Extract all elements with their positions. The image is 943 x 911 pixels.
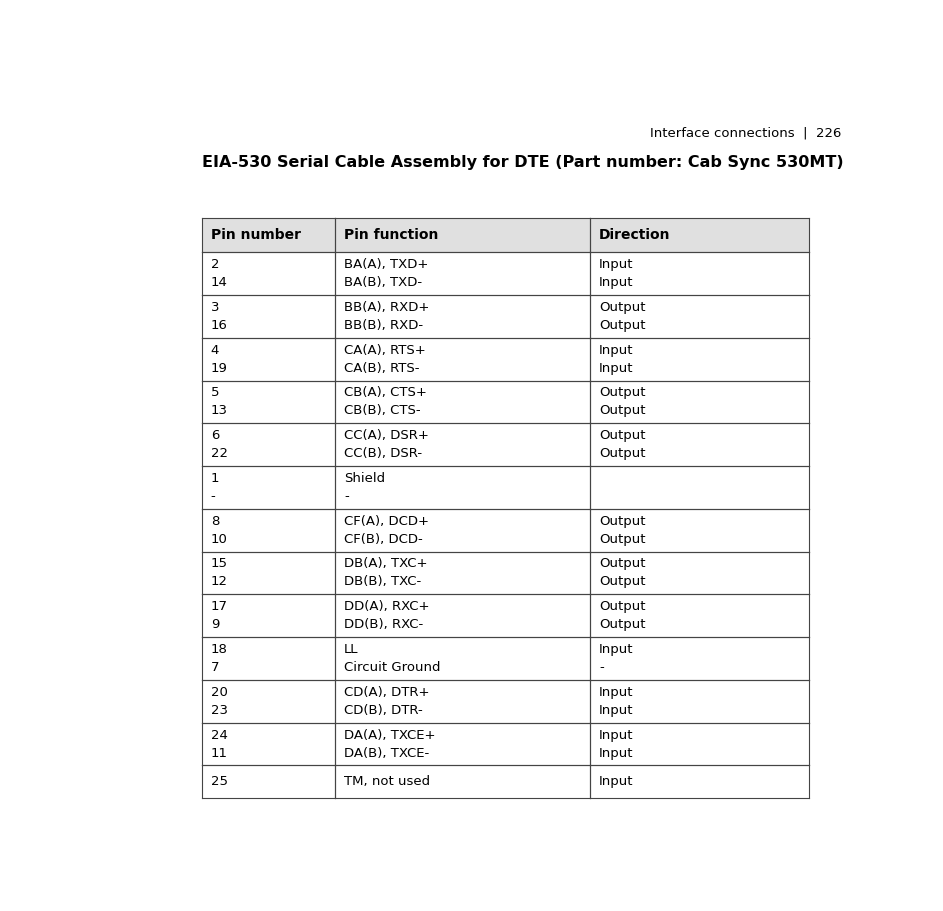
Text: 20
23: 20 23 [210, 686, 227, 717]
Bar [590, 424, 808, 466]
Text: Output
Output: Output Output [599, 386, 645, 417]
Text: Output
Output: Output Output [599, 600, 645, 631]
Text: 4
19: 4 19 [210, 343, 227, 374]
Text: 5
13: 5 13 [210, 386, 227, 417]
Text: LL
Circuit Ground: LL Circuit Ground [344, 643, 440, 674]
Bar [336, 509, 590, 551]
Text: 1
-: 1 - [210, 472, 219, 503]
Text: CD(A), DTR+
CD(B), DTR-: CD(A), DTR+ CD(B), DTR- [344, 686, 430, 717]
Text: 8
10: 8 10 [210, 515, 227, 546]
Text: 15
12: 15 12 [210, 558, 227, 589]
Bar [202, 680, 336, 722]
Text: 17
9: 17 9 [210, 600, 227, 631]
Bar [336, 680, 590, 722]
Text: Input
Input: Input Input [599, 686, 634, 717]
Text: Input
-: Input - [599, 643, 634, 674]
Text: Output
Output: Output Output [599, 515, 645, 546]
Bar [336, 765, 590, 798]
Bar [590, 637, 808, 680]
Bar [202, 594, 336, 637]
Bar [202, 218, 336, 252]
Bar [590, 381, 808, 424]
Text: Pin number: Pin number [210, 228, 301, 242]
Text: EIA-530 Serial Cable Assembly for DTE (Part number: Cab Sync 530MT): EIA-530 Serial Cable Assembly for DTE (P… [202, 155, 844, 170]
Bar [202, 765, 336, 798]
Text: CB(A), CTS+
CB(B), CTS-: CB(A), CTS+ CB(B), CTS- [344, 386, 427, 417]
Bar [336, 295, 590, 338]
Bar [336, 252, 590, 295]
Bar [590, 509, 808, 551]
Text: Output
Output: Output Output [599, 429, 645, 460]
Bar [590, 722, 808, 765]
Bar [202, 466, 336, 509]
Text: Direction: Direction [599, 228, 670, 242]
Text: 6
22: 6 22 [210, 429, 227, 460]
Text: Input
Input: Input Input [599, 729, 634, 760]
Bar [590, 338, 808, 381]
Text: CA(A), RTS+
CA(B), RTS-: CA(A), RTS+ CA(B), RTS- [344, 343, 426, 374]
Bar [590, 765, 808, 798]
Bar [202, 551, 336, 594]
Text: BA(A), TXD+
BA(B), TXD-: BA(A), TXD+ BA(B), TXD- [344, 258, 428, 289]
Text: 3
16: 3 16 [210, 301, 227, 332]
Text: 2
14: 2 14 [210, 258, 227, 289]
Bar [202, 381, 336, 424]
Text: DD(A), RXC+
DD(B), RXC-: DD(A), RXC+ DD(B), RXC- [344, 600, 430, 631]
Text: DA(A), TXCE+
DA(B), TXCE-: DA(A), TXCE+ DA(B), TXCE- [344, 729, 436, 760]
Text: Input: Input [599, 775, 634, 788]
Bar [202, 252, 336, 295]
Text: CC(A), DSR+
CC(B), DSR-: CC(A), DSR+ CC(B), DSR- [344, 429, 429, 460]
Bar [336, 338, 590, 381]
Bar [590, 594, 808, 637]
Bar [336, 424, 590, 466]
Bar [202, 722, 336, 765]
Bar [202, 295, 336, 338]
Text: 18
7: 18 7 [210, 643, 227, 674]
Text: Interface connections  |  226: Interface connections | 226 [650, 127, 841, 140]
Bar [202, 424, 336, 466]
Bar [336, 218, 590, 252]
Text: Input
Input: Input Input [599, 258, 634, 289]
Text: 25: 25 [210, 775, 227, 788]
Bar [590, 218, 808, 252]
Bar [336, 722, 590, 765]
Bar [336, 466, 590, 509]
Bar [590, 680, 808, 722]
Bar [202, 509, 336, 551]
Text: Shield
-: Shield - [344, 472, 386, 503]
Bar [590, 252, 808, 295]
Text: TM, not used: TM, not used [344, 775, 430, 788]
Text: BB(A), RXD+
BB(B), RXD-: BB(A), RXD+ BB(B), RXD- [344, 301, 429, 332]
Text: CF(A), DCD+
CF(B), DCD-: CF(A), DCD+ CF(B), DCD- [344, 515, 429, 546]
Bar [336, 381, 590, 424]
Bar [590, 551, 808, 594]
Bar [336, 637, 590, 680]
Bar [336, 551, 590, 594]
Bar [590, 466, 808, 509]
Text: DB(A), TXC+
DB(B), TXC-: DB(A), TXC+ DB(B), TXC- [344, 558, 427, 589]
Text: Pin function: Pin function [344, 228, 438, 242]
Bar [202, 338, 336, 381]
Text: Output
Output: Output Output [599, 558, 645, 589]
Bar [336, 594, 590, 637]
Text: Input
Input: Input Input [599, 343, 634, 374]
Bar [590, 295, 808, 338]
Text: Output
Output: Output Output [599, 301, 645, 332]
Bar [202, 637, 336, 680]
Text: 24
11: 24 11 [210, 729, 227, 760]
